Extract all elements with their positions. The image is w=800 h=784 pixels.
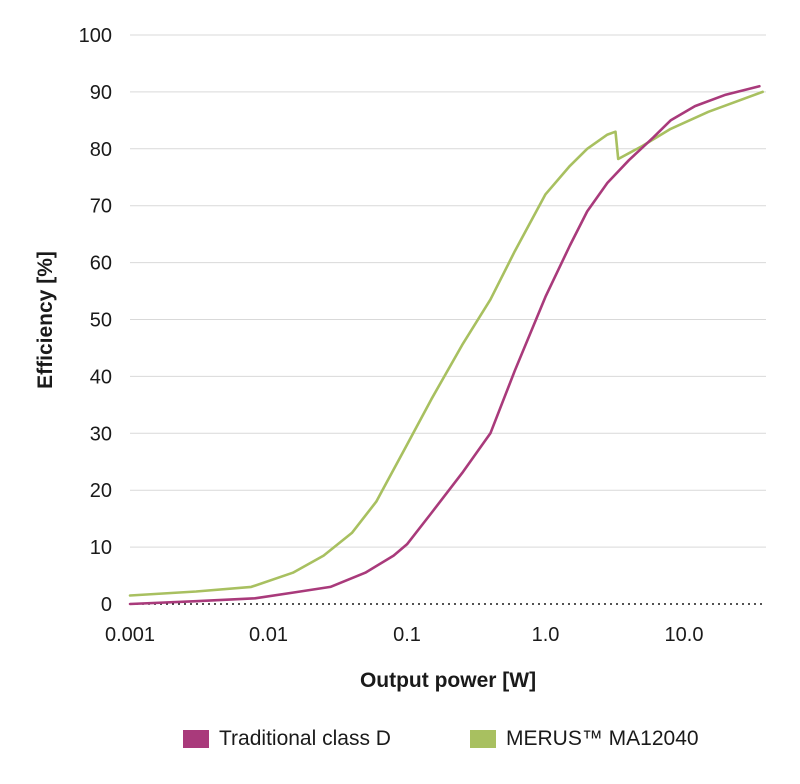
- y-tick-label: 90: [90, 82, 112, 104]
- y-axis-title: Efficiency [%]: [34, 251, 57, 389]
- legend-item-merus: MERUS™ MA12040: [470, 727, 699, 751]
- gridlines: [130, 34, 766, 605]
- y-tick-label: 40: [90, 366, 112, 388]
- y-tick-label: 60: [90, 253, 112, 275]
- x-tick-label: 10.0: [665, 624, 704, 646]
- x-tick-label: 1.0: [532, 624, 560, 646]
- y-tick-label: 10: [90, 537, 112, 559]
- y-tick-label: 0: [101, 594, 112, 616]
- y-tick-label: 50: [90, 310, 112, 332]
- x-axis-ticks: 0.001 0.01 0.1 1.0 10.0: [105, 624, 704, 646]
- y-tick-label: 30: [90, 423, 112, 445]
- legend: Traditional class D MERUS™ MA12040: [0, 727, 800, 761]
- series-line-traditional: [128, 84, 761, 606]
- legend-item-traditional: Traditional class D: [183, 727, 391, 751]
- x-tick-label: 0.01: [249, 624, 288, 646]
- y-axis-ticks: 0 10 20 30 40 50 60 70 80 90 100: [79, 25, 112, 616]
- x-tick-label: 0.001: [105, 624, 155, 646]
- legend-swatch-traditional: [183, 730, 209, 748]
- y-tick-label: 100: [79, 25, 112, 47]
- legend-label-merus: MERUS™ MA12040: [506, 727, 699, 750]
- series-lines: [128, 84, 765, 606]
- y-tick-label: 70: [90, 196, 112, 218]
- series-line-merus: [128, 90, 765, 597]
- x-axis-title: Output power [W]: [360, 669, 536, 692]
- y-tick-label: 80: [90, 139, 112, 161]
- x-tick-label: 0.1: [393, 624, 421, 646]
- legend-label-traditional: Traditional class D: [219, 727, 391, 750]
- legend-swatch-merus: [470, 730, 496, 748]
- y-tick-label: 20: [90, 480, 112, 502]
